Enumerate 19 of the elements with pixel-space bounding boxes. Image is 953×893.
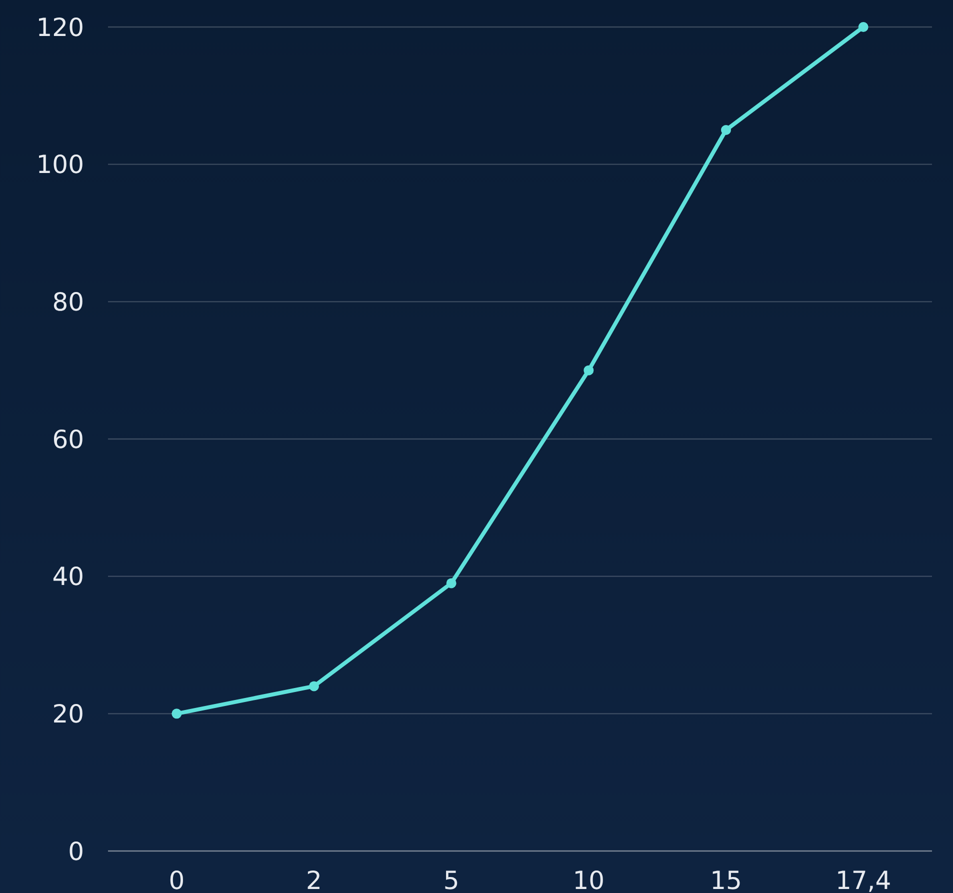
point <box>446 578 456 588</box>
y-tick-label: 0 <box>68 836 84 866</box>
y-tick-label: 60 <box>52 424 84 454</box>
point <box>309 681 319 692</box>
x-tick-label: 10 <box>572 866 605 893</box>
x-tick-label: 17,4 <box>835 866 892 893</box>
y-tick-label: 40 <box>52 562 84 592</box>
y-tick-label: 100 <box>36 150 84 180</box>
x-tick-label: 5 <box>443 866 460 893</box>
point <box>172 708 182 719</box>
point <box>721 125 731 135</box>
y-tick-label: 20 <box>52 699 84 728</box>
point <box>858 22 868 32</box>
y-tick-label: 120 <box>36 12 84 42</box>
y-tick-label: 80 <box>52 287 84 316</box>
point <box>584 365 594 376</box>
x-tick-label: 0 <box>168 866 185 893</box>
x-tick-label: 15 <box>710 866 742 893</box>
x-tick-label: 2 <box>306 866 322 893</box>
